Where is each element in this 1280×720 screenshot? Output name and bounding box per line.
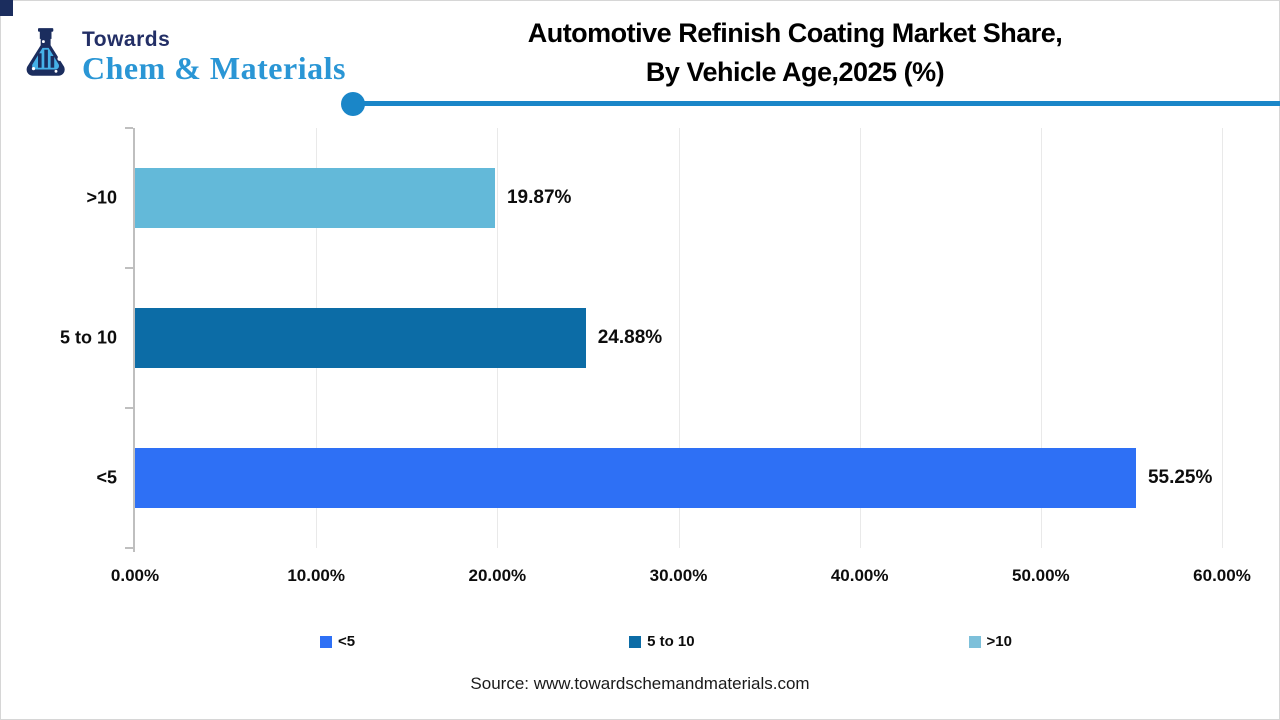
legend-item: >10 [968, 633, 1012, 650]
legend-item: <5 [320, 633, 355, 650]
legend-label: <5 [338, 633, 356, 650]
value-label: 19.87% [506, 187, 572, 208]
x-axis-tick-label: 10.00% [287, 566, 345, 585]
x-axis-tick-label: 40.00% [830, 566, 889, 585]
legend-swatch-icon [320, 635, 332, 648]
gridline [1040, 128, 1042, 548]
x-axis-tick-label: 20.00% [468, 566, 527, 585]
chart-title: Automotive Refinish Coating Market Share… [370, 14, 1220, 92]
value-label: 55.25% [1147, 467, 1213, 488]
y-axis-tick [125, 267, 133, 269]
corner-accent [0, 0, 13, 16]
bar-5-to-10 [135, 308, 586, 368]
legend-swatch-icon [968, 635, 981, 648]
category-label: >10 [86, 187, 117, 208]
y-axis-tick [125, 127, 133, 129]
x-axis-tick-label: 0.00% [110, 566, 160, 585]
legend-label: 5 to 10 [647, 633, 695, 650]
bar-<5 [135, 448, 1136, 508]
flask-icon [26, 28, 65, 76]
header-divider-line [355, 101, 1280, 106]
chart-title-line2: By Vehicle Age,2025 (%) [645, 57, 945, 87]
legend: <5 5 to 10 >10 [320, 633, 1012, 650]
category-label: 5 to 10 [59, 327, 117, 348]
bar->10 [135, 168, 495, 228]
chart-title-line1: Automotive Refinish Coating Market Share… [527, 18, 1063, 48]
y-axis-tick [125, 547, 133, 549]
gridline [1222, 128, 1223, 548]
logo-word-chem-materials: Chem & Materials [82, 50, 346, 86]
gridline [678, 128, 680, 548]
category-label: <5 [96, 467, 117, 488]
legend-label: >10 [986, 633, 1012, 650]
gridline [859, 128, 861, 548]
x-axis-tick-label: 50.00% [1011, 566, 1070, 585]
legend-item: 5 to 10 [629, 633, 695, 650]
x-axis-tick-label: 60.00% [1193, 566, 1251, 585]
header-divider-dot [341, 92, 365, 116]
brand-logo: Towards Chem & Materials [20, 26, 346, 87]
logo-word-towards: Towards [82, 28, 171, 51]
y-axis-line [133, 128, 135, 552]
source-text: Source: www.towardschemandmaterials.com [470, 674, 810, 693]
plot-area: 0.00% 10.00% 20.00% 30.00% 40.00% 50.00% 60.00… [60, 127, 1251, 585]
x-axis-tick-label: 30.00% [649, 566, 708, 585]
value-label: 24.88% [597, 327, 663, 348]
y-axis-tick [125, 407, 133, 409]
legend-swatch-icon [629, 635, 642, 648]
